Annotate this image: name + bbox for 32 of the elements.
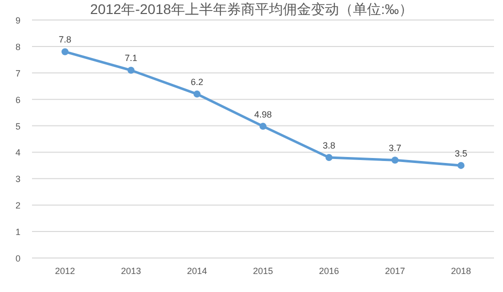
y-tick-label: 7 bbox=[15, 68, 21, 78]
x-tick-label: 2017 bbox=[384, 266, 406, 276]
point bbox=[62, 48, 68, 56]
x-tick-label: 2016 bbox=[318, 266, 340, 276]
data-label: 3.5 bbox=[454, 148, 468, 158]
data-label: 3.8 bbox=[322, 140, 336, 151]
point bbox=[260, 122, 266, 130]
x-tick-label: 2015 bbox=[252, 266, 274, 276]
point bbox=[128, 66, 134, 74]
y-tick-label: 6 bbox=[15, 94, 21, 105]
y-tick-label: 3 bbox=[15, 174, 21, 184]
data-label: 7.1 bbox=[124, 53, 138, 64]
y-tick-label: 5 bbox=[15, 121, 21, 132]
y-tick-label: 9 bbox=[15, 16, 21, 26]
data-label: 6.2 bbox=[190, 77, 204, 88]
x-tick-label: 2012 bbox=[54, 266, 76, 276]
y-tick-label: 4 bbox=[15, 148, 21, 158]
x-tick-label: 2013 bbox=[120, 266, 142, 276]
chart-title: 2012年-2018年上半年券商平均佣金变动（单位:‰） bbox=[90, 1, 413, 17]
data-label: 7.8 bbox=[58, 34, 72, 45]
point bbox=[458, 162, 464, 169]
y-tick-label: 1 bbox=[15, 227, 21, 238]
y-tick-label: 2 bbox=[15, 200, 21, 211]
y-tick-label: 0 bbox=[15, 254, 21, 264]
data-label: 4.98 bbox=[254, 109, 272, 120]
x-tick-label: 2018 bbox=[450, 266, 472, 276]
point bbox=[326, 154, 332, 162]
x-tick-label: 2014 bbox=[186, 266, 208, 276]
y-tick-label: 8 bbox=[15, 42, 21, 52]
point bbox=[194, 90, 200, 98]
point bbox=[392, 156, 398, 164]
data-label: 3.7 bbox=[388, 143, 402, 154]
